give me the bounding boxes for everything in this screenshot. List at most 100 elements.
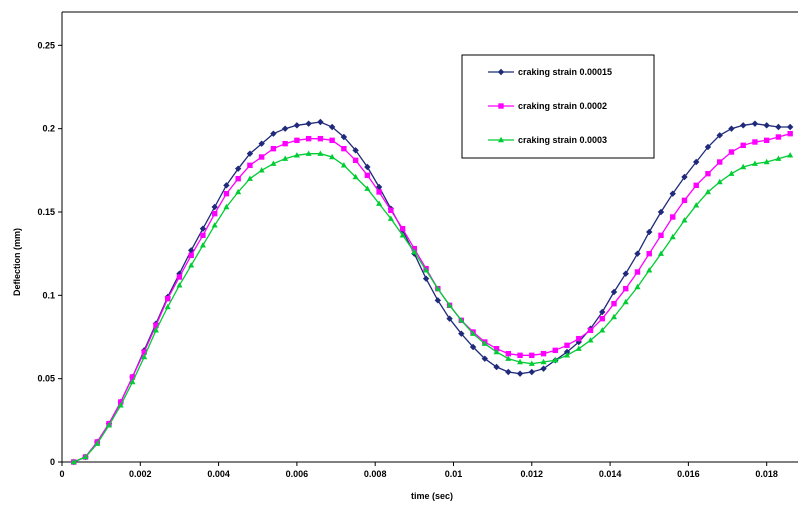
data-point [670,214,676,220]
data-point [340,162,347,168]
data-point [223,203,230,210]
data-point [129,378,136,385]
data-point [599,327,606,333]
data-point [411,245,418,252]
data-point [411,248,418,255]
data-point [493,345,500,352]
series-layer [70,118,794,466]
data-point [564,342,570,349]
data-point [563,348,571,356]
y-tick-label: 0.15 [37,207,55,217]
y-tick-label: 0.1 [42,290,55,300]
series-line [73,133,791,463]
data-point [141,353,148,360]
data-point [176,274,183,280]
data-point [739,122,747,129]
x-axis-label: time (sec) [411,491,453,501]
data-point [317,150,324,156]
data-point [611,300,617,307]
x-tick-label: 0.018 [755,469,778,479]
data-point [516,370,524,377]
x-tick-label: 0.014 [599,469,622,479]
data-point [517,352,523,359]
data-point [387,215,394,221]
data-point [270,160,277,166]
data-point [623,285,629,292]
data-point [505,368,512,376]
data-point [611,313,617,320]
data-point [235,175,241,182]
data-point [446,315,453,322]
data-point [481,355,489,362]
data-point [775,134,782,140]
data-point [716,178,723,185]
data-point [352,173,359,180]
data-point [634,250,641,257]
data-point [235,188,242,195]
data-point [693,182,699,189]
data-point [294,137,300,144]
data-point [564,352,571,358]
data-point [423,267,430,273]
data-point [646,228,653,236]
data-point [681,197,688,204]
series-line [73,153,791,463]
data-point [317,118,324,126]
data-point [505,350,511,357]
data-point [505,355,512,361]
data-point [247,162,253,169]
data-point [552,347,558,354]
data-point [329,137,335,144]
data-point [657,208,665,216]
data-point [481,340,488,346]
data-point [787,152,794,158]
data-point [634,269,641,275]
data-point [234,165,242,172]
data-point [246,150,254,157]
data-point [552,357,559,363]
data-point [458,330,465,337]
legend-label: craking strain 0.00015 [518,67,612,77]
data-point [693,202,700,208]
data-point [446,302,453,308]
data-point [376,189,382,195]
data-point [281,125,289,132]
data-point [763,137,770,144]
data-point [610,288,618,296]
legend-item: craking strain 0.0003 [488,135,607,145]
data-point [165,295,171,302]
data-point [293,152,300,158]
data-point [305,120,312,127]
data-point [704,143,712,151]
data-point [375,183,383,191]
series-3 [70,150,794,465]
x-tick-label: 0.002 [129,469,152,479]
data-point [199,242,206,248]
legend-item: craking strain 0.00015 [488,67,612,77]
data-point [223,190,230,197]
data-point [422,275,430,282]
data-point [434,285,441,291]
data-point [328,123,336,131]
data-point [364,163,371,171]
data-point [399,232,406,238]
x-tick-label: 0 [59,469,64,479]
data-point [176,270,183,277]
data-point [704,188,711,195]
data-point [775,123,782,131]
data-point [94,440,101,446]
data-point [152,327,159,333]
data-point [528,368,535,376]
data-point [493,363,500,371]
series-line [73,121,791,463]
data-point [728,170,735,176]
data-point [141,349,147,355]
data-point [82,453,89,460]
data-point [246,175,253,181]
y-tick-label: 0.2 [42,124,55,134]
data-point [740,163,747,170]
data-point [498,103,504,109]
data-point [270,145,277,152]
data-point [787,130,793,137]
data-point [716,132,723,139]
